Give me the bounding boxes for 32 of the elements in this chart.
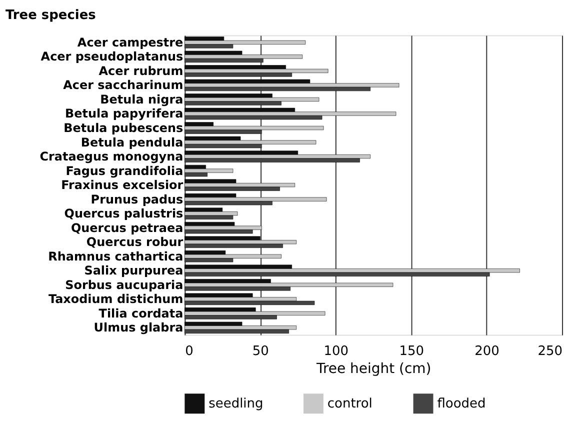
x-tick-label: 0 — [185, 344, 194, 360]
legend-label: flooded — [437, 396, 486, 412]
y-axis-title: Tree species — [5, 8, 96, 23]
y-tick-label: Taxodium distichum — [48, 292, 184, 306]
y-tick-label: Prunus padus — [90, 192, 184, 206]
legend-label: control — [327, 396, 372, 412]
x-tick-label: 150 — [399, 344, 424, 360]
y-tick-label: Acer pseudoplatanus — [40, 50, 184, 64]
x-tick-label: 50 — [252, 344, 269, 360]
y-tick-label: Acer campestre — [77, 35, 184, 50]
y-tick-label: Quercus robur — [86, 235, 184, 250]
y-tick-label: Tilia cordata — [98, 306, 184, 320]
x-tick-label: 100 — [324, 344, 348, 360]
y-tick-label: Ulmus glabra — [94, 320, 184, 335]
y-tick-label: Rhamnus cathartica — [48, 249, 184, 264]
y-tick-label: Sorbus aucuparia — [65, 278, 184, 292]
y-tick-label: Betula pendula — [80, 135, 184, 150]
y-tick-label: Quercus petraea — [70, 220, 184, 235]
y-tick-label: Crataegus monogyna — [40, 150, 184, 164]
y-tick-label: Fraxinus excelsior — [61, 178, 184, 192]
x-axis-title: Tree height (cm) — [316, 361, 432, 378]
legend-label: seedling — [208, 396, 264, 412]
x-tick-label: 250 — [538, 344, 563, 360]
y-tick-label: Acer rubrum — [98, 64, 184, 78]
y-tick-label: Betula pubescens — [64, 120, 184, 135]
y-tick-label: Acer saccharinum — [63, 78, 184, 92]
x-tick-label: 200 — [474, 344, 500, 360]
y-tick-label: Betula nigra — [100, 92, 184, 106]
y-tick-label: Salix purpurea — [84, 264, 184, 278]
y-tick-label: Fagus grandifolia — [66, 164, 184, 178]
y-tick-label: Betula papyrifera — [65, 106, 184, 121]
y-tick-label: Quercus palustris — [64, 206, 184, 221]
